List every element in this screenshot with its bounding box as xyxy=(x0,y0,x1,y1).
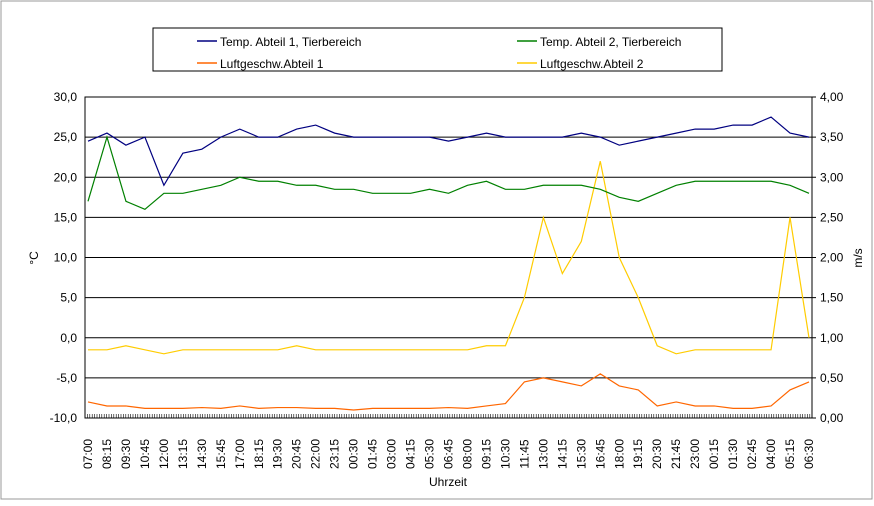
x-tick-label: 10:30 xyxy=(498,439,512,469)
y-tick-label: 10,0 xyxy=(54,251,78,265)
x-tick-label: 07:00 xyxy=(81,439,95,469)
y-tick-label: 30,0 xyxy=(54,90,78,104)
x-tick-label: 14:30 xyxy=(195,439,209,469)
y-tick-label: -10,0 xyxy=(50,411,78,425)
y2-tick-label: 1,50 xyxy=(820,291,844,305)
x-tick-label: 22:00 xyxy=(309,439,323,469)
legend-label: Temp. Abteil 2, Tierbereich xyxy=(540,35,681,49)
x-tick-label: 09:15 xyxy=(479,439,493,469)
x-tick-label: 10:45 xyxy=(138,439,152,469)
legend-label: Luftgeschw.Abteil 1 xyxy=(220,57,324,71)
y2-tick-label: 4,00 xyxy=(820,90,844,104)
x-tick-label: 17:00 xyxy=(233,439,247,469)
x-tick-label: 00:15 xyxy=(707,439,721,469)
x-tick-label: 03:00 xyxy=(385,439,399,469)
legend-label: Luftgeschw.Abteil 2 xyxy=(540,57,644,71)
x-tick-label: 19:15 xyxy=(631,439,645,469)
x-tick-label: 12:00 xyxy=(157,439,171,469)
x-tick-label: 06:30 xyxy=(802,439,816,469)
y2-tick-label: 2,50 xyxy=(820,210,844,224)
x-tick-label: 01:45 xyxy=(366,439,380,469)
x-tick-label: 13:15 xyxy=(176,439,190,469)
plot-frame xyxy=(84,96,813,419)
y2-tick-label: 1,00 xyxy=(820,331,844,345)
y-tick-label: 15,0 xyxy=(54,210,78,224)
y2-tick-label: 3,00 xyxy=(820,170,844,184)
x-tick-label: 11:45 xyxy=(517,439,531,468)
x-tick-label: 04:00 xyxy=(764,439,778,469)
y2-tick-label: 2,00 xyxy=(820,251,844,265)
y-tick-label: 5,0 xyxy=(60,291,77,305)
x-axis-title: Uhrzeit xyxy=(429,475,468,489)
x-tick-label: 20:30 xyxy=(650,439,664,469)
series-line xyxy=(87,135,810,211)
y-tick-label: 0,0 xyxy=(60,331,77,345)
x-tick-label: 05:30 xyxy=(423,439,437,469)
legend-box xyxy=(152,27,723,72)
x-tick-label: 18:15 xyxy=(252,439,266,469)
y-tick-label: 20,0 xyxy=(54,170,78,184)
x-tick-label: 20:45 xyxy=(290,439,304,469)
x-tick-label: 18:00 xyxy=(612,439,626,469)
x-tick-label: 13:00 xyxy=(536,439,550,469)
series-line xyxy=(87,373,810,411)
x-tick-label: 02:45 xyxy=(745,439,759,469)
x-tick-label: 01:30 xyxy=(726,439,740,469)
x-tick-label: 04:15 xyxy=(404,439,418,469)
x-tick-label: 14:15 xyxy=(555,439,569,469)
x-tick-label: 08:15 xyxy=(100,439,114,469)
y-tick-label: 25,0 xyxy=(54,130,78,144)
x-tick-label: 06:45 xyxy=(442,439,456,469)
legend-label: Temp. Abteil 1, Tierbereich xyxy=(220,35,361,49)
y2-axis-title: m/s xyxy=(851,248,865,267)
x-tick-label: 21:45 xyxy=(669,439,683,469)
y2-tick-label: 3,50 xyxy=(820,130,844,144)
x-tick-label: 05:15 xyxy=(783,439,797,469)
y2-tick-label: 0,50 xyxy=(820,371,844,385)
y-axis-title: °C xyxy=(27,251,41,265)
y2-tick-label: 0,00 xyxy=(820,411,844,425)
x-tick-label: 00:30 xyxy=(347,439,361,469)
y-tick-label: -5,0 xyxy=(56,371,77,385)
x-tick-label: 23:00 xyxy=(688,439,702,469)
x-tick-label: 15:45 xyxy=(214,439,228,469)
x-tick-label: 16:45 xyxy=(593,439,607,469)
series-line xyxy=(87,116,810,187)
x-tick-label: 15:30 xyxy=(574,439,588,469)
x-tick-label: 23:15 xyxy=(328,439,342,469)
x-tick-label: 19:30 xyxy=(271,439,285,469)
x-tick-label: 08:00 xyxy=(460,439,474,469)
series-line xyxy=(88,161,810,355)
x-tick-label: 09:30 xyxy=(119,439,133,469)
